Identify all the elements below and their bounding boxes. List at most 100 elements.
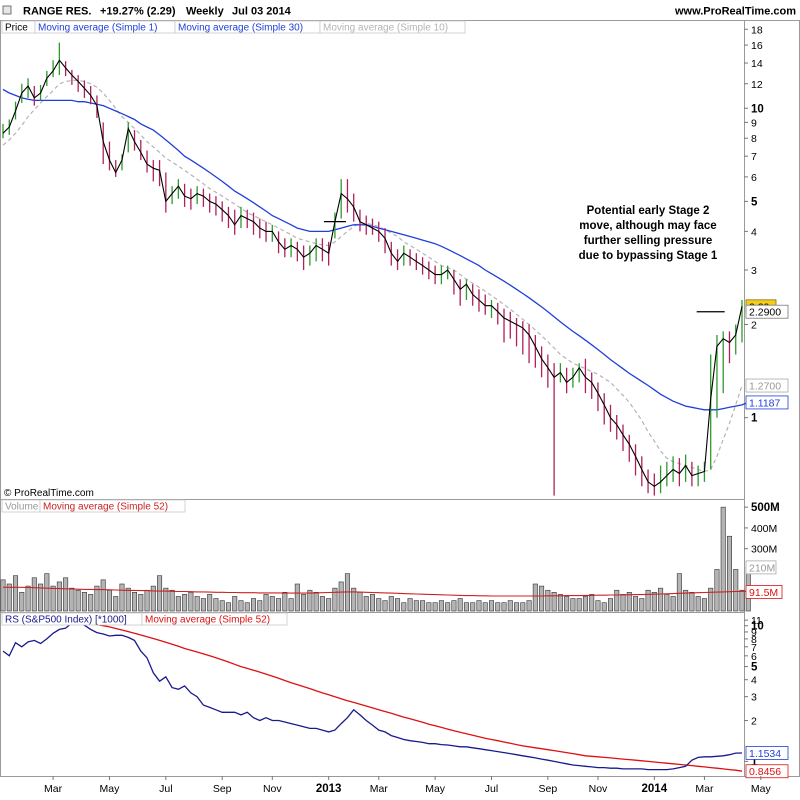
xtick-5: 2013: [316, 783, 342, 795]
volume-bar: [589, 594, 595, 612]
volume-bar: [720, 506, 726, 612]
volume-bar: [501, 602, 507, 612]
volume-bar: [75, 589, 81, 612]
rs-ytick-0: 11: [751, 615, 762, 627]
close-line: [2, 59, 743, 487]
price-ytick-5: 9: [751, 117, 757, 129]
volume-bar: [470, 602, 476, 612]
volume-bar: [695, 596, 701, 612]
volume-bar: [739, 589, 745, 612]
volume-bar: [401, 602, 407, 612]
volume-bar: [44, 573, 50, 612]
xtick-9: Sep: [539, 783, 558, 795]
annotation-line-4: due to bypassing Stage 1: [579, 250, 718, 262]
volume-bar: [607, 598, 613, 612]
volume-bar: [56, 581, 62, 612]
volume-bar: [319, 596, 325, 612]
volume-bar: [238, 600, 244, 612]
header-symbol: RANGE RES.: [23, 6, 91, 18]
rs-legend-1: Moving average (Simple 52): [145, 615, 270, 626]
copyright-text: © ProRealTime.com: [4, 488, 94, 499]
volume-bar: [526, 600, 532, 612]
volume-bar: [282, 592, 288, 612]
volume-plot: 500M 400M 300M 210M 91.5M Volume Moving averag…: [0, 499, 783, 612]
price-plot: 18161412109876543212.292.29001.27001.118…: [1, 20, 789, 496]
volume-bar: [551, 592, 557, 612]
volume-bar: [13, 575, 19, 612]
rs-legend-box-1: [141, 612, 288, 626]
xtick-2: Jul: [159, 783, 172, 795]
volume-bar: [457, 598, 463, 612]
volume-bar: [388, 596, 394, 612]
rs-legend-0: RS (S&P500 Index) [*1000]: [5, 615, 127, 626]
volume-bar: [19, 592, 25, 612]
volume-bar: [169, 589, 175, 612]
price-value-tag-box-2: [745, 378, 789, 393]
volume-bar: [50, 585, 56, 612]
volume-ytick-1: 400M: [751, 523, 777, 535]
volume-bar: [445, 602, 451, 612]
price-legend-1: Moving average (Simple 1): [38, 23, 158, 34]
rs-ytick-5: 6: [751, 651, 757, 663]
volume-bar: [132, 592, 138, 612]
xtick-0: Mar: [44, 783, 63, 795]
volume-bar: [482, 602, 488, 612]
rs-ma-line: [71, 619, 743, 772]
rs-ytick-1: 10: [751, 621, 764, 633]
volume-ytick-0: 500M: [751, 502, 780, 514]
volume-bar: [251, 598, 257, 612]
volume-bar: [369, 594, 375, 612]
rs-ytick-4: 7: [751, 642, 757, 654]
volume-bar: [520, 602, 526, 612]
price-value-tag-3: 1.1187: [749, 397, 780, 409]
volume-bar: [420, 600, 426, 612]
volume-bar: [157, 575, 163, 612]
price-value-tag-1: 2.2900: [749, 307, 781, 319]
price-value-tag-box-1: [745, 304, 789, 319]
price-value-tag-2: 1.2700: [749, 381, 781, 393]
annotation: Potential early Stage 2 move, although m…: [579, 205, 718, 262]
xtick-1: May: [100, 783, 121, 795]
volume-bar: [94, 585, 100, 612]
price-ytick-0: 18: [751, 24, 763, 36]
volume-bar: [714, 569, 720, 612]
volume-bar: [188, 592, 194, 612]
volume-bar: [63, 577, 69, 612]
volume-bar: [576, 598, 582, 612]
volume-bar: [683, 589, 689, 612]
volume-bar: [432, 602, 438, 612]
price-ytick-9: 5: [751, 196, 758, 208]
volume-value-tag-box-0: [745, 560, 777, 575]
volume-bar: [6, 583, 12, 612]
sma10-line: [2, 79, 743, 473]
price-legend-2: Moving average (Simple 30): [178, 23, 303, 34]
volume-bar: [194, 596, 200, 612]
volume-bar: [564, 596, 570, 612]
volume-bar: [163, 587, 169, 612]
volume-bar: [595, 600, 601, 612]
volume-bar: [507, 600, 513, 612]
volume-bar: [357, 592, 363, 612]
volume-legend-1: Moving average (Simple 52): [43, 502, 168, 513]
volume-bar: [100, 579, 106, 612]
volume-bar: [708, 587, 714, 612]
volume-bar: [488, 600, 494, 612]
price-ytick-6: 8: [751, 133, 757, 145]
header: RANGE RES. +19.27% (2.29) Weekly Jul 03 …: [2, 5, 796, 18]
volume-bar: [557, 594, 563, 612]
volume-bar: [125, 587, 131, 612]
menu-box-icon[interactable]: [2, 5, 12, 15]
panel-frames: [0, 20, 800, 777]
volume-bar: [582, 596, 588, 612]
volume-bar: [288, 598, 294, 612]
rs-value-tag-0: 1.1534: [749, 748, 781, 760]
volume-bar: [363, 596, 369, 612]
volume-bar: [733, 569, 739, 612]
volume-bar: [332, 587, 338, 612]
xtick-7: May: [425, 783, 446, 795]
rs-line: [2, 618, 743, 771]
volume-bar: [113, 596, 119, 612]
xtick-10: Nov: [589, 783, 608, 795]
volume-bar: [38, 583, 44, 612]
